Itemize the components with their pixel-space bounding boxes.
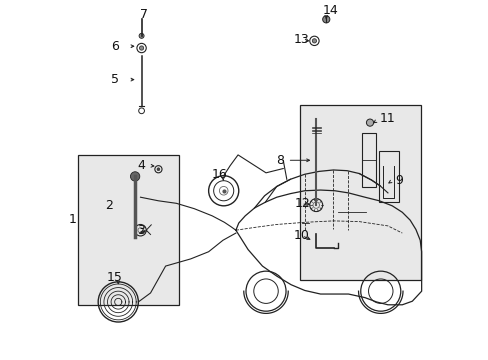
Circle shape <box>366 119 373 126</box>
Circle shape <box>130 172 140 181</box>
Bar <box>300 105 420 280</box>
Bar <box>78 155 179 305</box>
Text: 2: 2 <box>104 199 112 212</box>
Circle shape <box>312 39 316 43</box>
Text: 6: 6 <box>111 40 119 53</box>
Text: 7: 7 <box>140 8 147 21</box>
Circle shape <box>139 33 144 39</box>
Circle shape <box>322 16 329 23</box>
Text: 8: 8 <box>275 154 284 167</box>
Text: 11: 11 <box>379 112 395 125</box>
Text: 14: 14 <box>322 4 338 17</box>
Text: 1: 1 <box>69 213 77 226</box>
Text: 3: 3 <box>137 224 144 237</box>
Circle shape <box>139 46 143 50</box>
Bar <box>362 134 376 187</box>
Text: 10: 10 <box>293 229 309 242</box>
Bar <box>378 151 398 202</box>
Text: 5: 5 <box>111 73 119 86</box>
Text: 13: 13 <box>293 33 308 46</box>
Text: 12: 12 <box>294 197 310 210</box>
Text: 9: 9 <box>394 174 402 187</box>
Text: 16: 16 <box>211 168 227 181</box>
Text: 15: 15 <box>106 271 122 284</box>
Text: 4: 4 <box>137 159 144 172</box>
Circle shape <box>157 168 160 171</box>
